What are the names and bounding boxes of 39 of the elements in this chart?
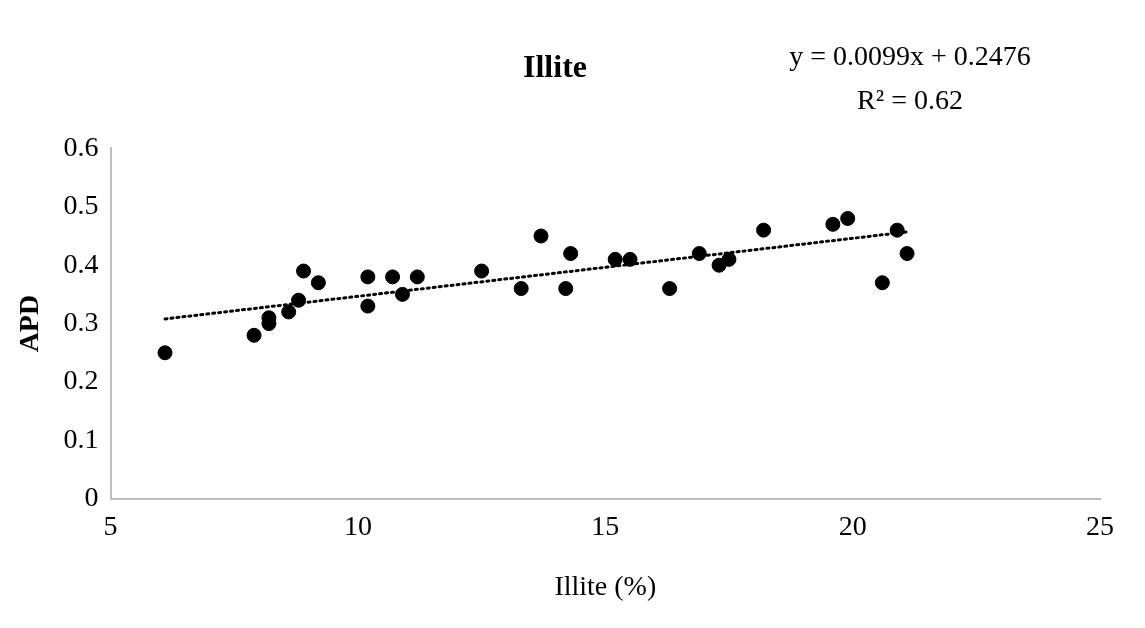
point: [360, 269, 376, 285]
y-tick-label: 0.6: [63, 130, 99, 162]
point: [513, 281, 529, 297]
point: [563, 246, 579, 262]
point: [840, 210, 856, 226]
point: [360, 298, 376, 314]
chart-title: Illite: [523, 48, 587, 85]
y-tick-label: 0.1: [63, 422, 99, 454]
point: [296, 263, 312, 279]
x-tick-label: 5: [103, 509, 118, 541]
point: [721, 251, 737, 267]
text: R² = 0.62: [857, 84, 963, 116]
x-tick-label: 25: [1086, 509, 1114, 541]
x-axis-title: Illite (%): [554, 569, 657, 601]
y-tick-label: 0.2: [63, 364, 99, 396]
point: [281, 304, 297, 320]
point: [662, 281, 678, 297]
point: [310, 275, 326, 291]
x-tick-label: 10: [343, 509, 372, 541]
y-tick-label: 0.5: [63, 189, 99, 221]
text: y = 0.0099x + 0.2476: [789, 40, 1031, 72]
y-tick-label: 0.4: [63, 247, 99, 279]
point: [874, 275, 890, 291]
point: [825, 216, 841, 232]
y-tick-label: 0.3: [63, 305, 99, 337]
x-tick-label: 15: [591, 509, 620, 541]
point: [533, 228, 549, 244]
point: [246, 327, 262, 343]
point: [157, 345, 173, 361]
point: [385, 269, 401, 285]
point: [474, 263, 490, 279]
point: [756, 222, 772, 238]
y-tick-label: 0: [84, 481, 99, 513]
x-tick-label: 20: [838, 509, 867, 541]
point: [558, 281, 574, 297]
point: [409, 269, 425, 285]
point: [607, 251, 623, 267]
point: [899, 246, 915, 262]
y-axis-title: APD: [13, 294, 45, 353]
